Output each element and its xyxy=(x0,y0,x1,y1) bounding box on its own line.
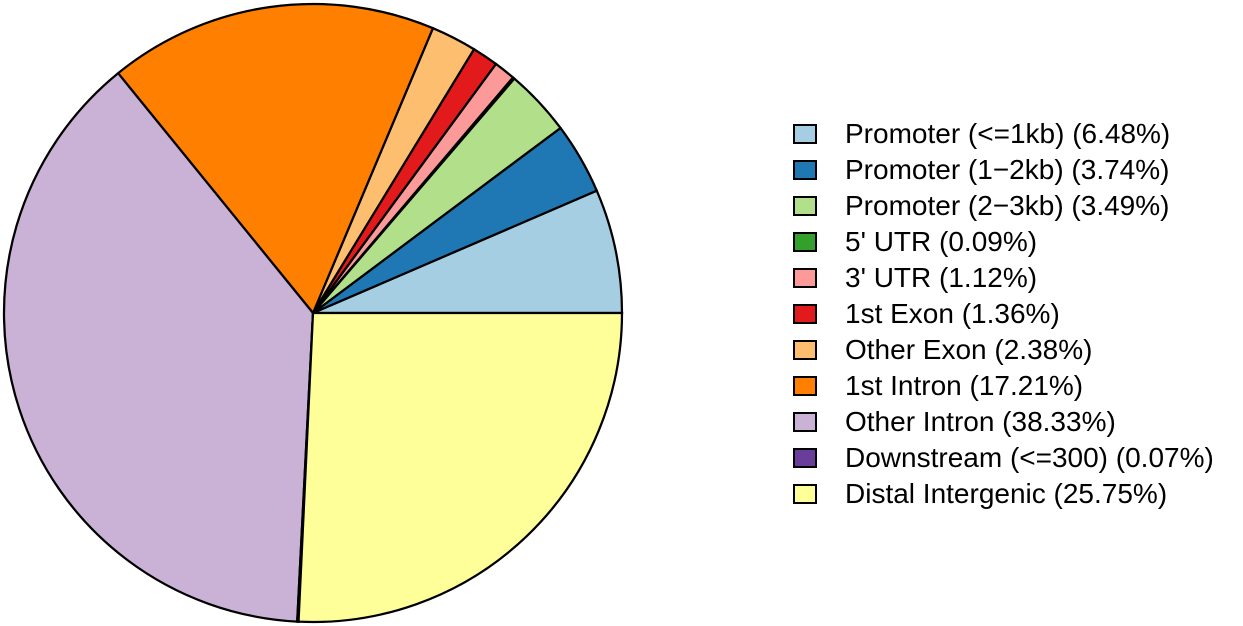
legend-swatch-1st-exon xyxy=(793,304,817,324)
legend-item-promoter-2-3kb: Promoter (2−3kb) (3.49%) xyxy=(793,188,1214,224)
legend-label: 1st Exon (1.36%) xyxy=(845,298,1060,329)
legend-item-3-utr: 3' UTR (1.12%) xyxy=(793,260,1214,296)
legend-item-1st-intron: 1st Intron (17.21%) xyxy=(793,368,1214,404)
legend-swatch-other-exon xyxy=(793,340,817,360)
legend-swatch-promoter-2-3kb xyxy=(793,196,817,216)
legend-label: 1st Intron (17.21%) xyxy=(845,370,1084,401)
legend-swatch-5-utr xyxy=(793,232,817,252)
legend-swatch-distal-intergenic xyxy=(793,484,817,504)
legend-swatch-promoter-1-2kb xyxy=(793,160,817,180)
legend-item-other-intron: Other Intron (38.33%) xyxy=(793,404,1214,440)
legend-label: 5' UTR (0.09%) xyxy=(845,226,1038,257)
legend-label: Downstream (<=300) (0.07%) xyxy=(845,442,1214,473)
legend-swatch-promoter-1kb xyxy=(793,124,817,144)
pie-chart xyxy=(2,2,624,624)
legend: Promoter (<=1kb) (6.48%) Promoter (1−2kb)… xyxy=(793,116,1214,512)
legend-item-distal-intergenic: Distal Intergenic (25.75%) xyxy=(793,476,1214,512)
legend-label: 3' UTR (1.12%) xyxy=(845,262,1038,293)
pie-slice-promoter-1kb xyxy=(312,189,624,315)
pie-slice-1st-intron xyxy=(116,2,435,316)
legend-item-5-utr: 5' UTR (0.09%) xyxy=(793,224,1214,260)
legend-swatch-1st-intron xyxy=(793,376,817,396)
legend-label: Other Exon (2.38%) xyxy=(845,334,1093,365)
legend-label: Promoter (1−2kb) (3.74%) xyxy=(845,154,1170,185)
legend-item-promoter-1kb: Promoter (<=1kb) (6.48%) xyxy=(793,116,1214,152)
legend-label: Promoter (2−3kb) (3.49%) xyxy=(845,190,1170,221)
legend-swatch-3-utr xyxy=(793,268,817,288)
legend-item-other-exon: Other Exon (2.38%) xyxy=(793,332,1214,368)
legend-item-promoter-1-2kb: Promoter (1−2kb) (3.74%) xyxy=(793,152,1214,188)
pie-slice-distal-intergenic xyxy=(297,311,624,624)
legend-item-1st-exon: 1st Exon (1.36%) xyxy=(793,296,1214,332)
pie-slice-other-intron xyxy=(2,71,315,623)
legend-label: Distal Intergenic (25.75%) xyxy=(845,478,1168,509)
legend-item-downstream-300: Downstream (<=300) (0.07%) xyxy=(793,440,1214,476)
legend-label: Other Intron (38.33%) xyxy=(845,406,1116,437)
legend-label: Promoter (<=1kb) (6.48%) xyxy=(845,118,1171,149)
legend-swatch-downstream-300 xyxy=(793,448,817,468)
legend-swatch-other-intron xyxy=(793,412,817,432)
